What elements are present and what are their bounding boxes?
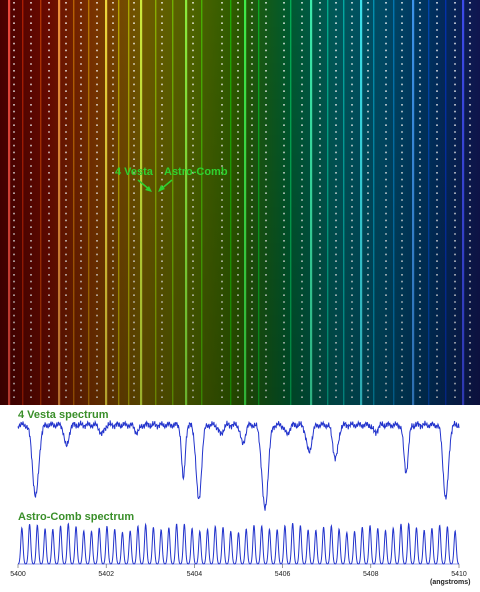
spectrum-plots: 4 Vesta spectrum Astro-Comb spectrum 540… bbox=[10, 409, 470, 586]
spectrograph-image: 4 Vesta Astro-Comb bbox=[0, 0, 480, 405]
annotations: 4 Vesta Astro-Comb bbox=[115, 166, 228, 192]
x-tick-label: 5406 bbox=[275, 571, 291, 578]
x-tick-label: 5410 bbox=[451, 571, 467, 578]
vesta-spectrum-line bbox=[17, 419, 460, 511]
comb-spectrum-line bbox=[17, 522, 460, 565]
x-axis-ticks: 5400 5402 5404 5406 5408 5410 bbox=[10, 564, 467, 578]
x-tick-label: 5400 bbox=[10, 571, 26, 578]
vesta-plot-title: 4 Vesta spectrum bbox=[18, 409, 109, 421]
comb-label: Astro-Comb bbox=[164, 166, 228, 178]
x-tick-label: 5404 bbox=[187, 571, 203, 578]
x-tick-label: 5408 bbox=[363, 571, 379, 578]
x-tick-label: 5402 bbox=[98, 571, 114, 578]
comb-plot-title: Astro-Comb spectrum bbox=[18, 511, 134, 523]
comb-arrow-head bbox=[158, 185, 165, 192]
vesta-label: 4 Vesta bbox=[115, 166, 154, 178]
vignette bbox=[0, 0, 480, 405]
x-axis-unit: (angstroms) bbox=[430, 579, 470, 586]
vesta-arrow-head bbox=[145, 186, 152, 192]
